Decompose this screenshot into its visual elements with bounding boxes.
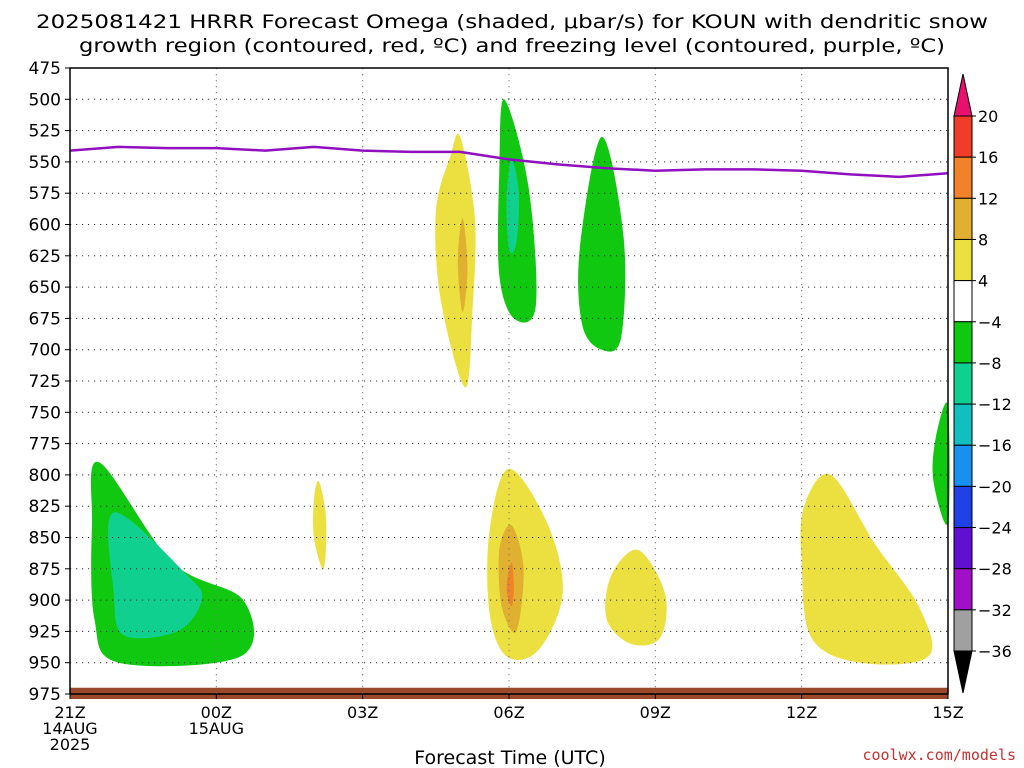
colorbar-box-6: [953, 362, 973, 405]
omega-region-10: [605, 549, 667, 646]
colorbar-box-0: [953, 115, 973, 158]
colorbar-label-2: 12: [978, 189, 998, 208]
x-tick-label-6-0: 03Z: [347, 703, 378, 722]
y-tick-label-725: 725: [29, 372, 61, 392]
omega-region-2: [293, 384, 363, 679]
y-tick-label-700: 700: [29, 341, 61, 361]
x-tick-label-12-0: 09Z: [640, 703, 671, 722]
y-tick-label-800: 800: [29, 466, 61, 486]
chart-title-line-1: 2025081421 HRRR Forecast Omega (shaded, …: [36, 11, 988, 33]
colorbar-box-12: [953, 609, 973, 652]
colorbar-box-1: [953, 156, 973, 199]
y-tick-label-850: 850: [29, 529, 61, 549]
y-tick-label-475: 475: [29, 59, 61, 79]
omega-region-6: [457, 218, 468, 313]
colorbar-box-5: [953, 321, 973, 364]
colorbar-box-8: [953, 444, 973, 487]
y-tick-label-650: 650: [29, 278, 61, 298]
x-tick-label-3-0: 00Z: [201, 703, 232, 722]
x-axis-title: Forecast Time (UTC): [414, 747, 605, 768]
omega-region-1: [108, 512, 203, 639]
omega-region-11: [800, 473, 933, 665]
colorbar-label-1: 16: [978, 148, 998, 167]
x-tick-label-0-2: 2025: [50, 735, 91, 754]
y-axis: 475 500 525 550 575 600 625 650 675 700 725 750 775 8…: [29, 59, 70, 705]
x-tick-label-3-1: 15AUG: [189, 719, 244, 738]
omega-region-15: [932, 402, 950, 525]
y-tick-label-625: 625: [29, 247, 61, 267]
colorbar: 20 16 12 8 4 −4 −8 −12 −16 −20 −24 −28 −32 −36: [953, 73, 1012, 694]
y-tick-label-600: 600: [29, 216, 61, 236]
x-tick-label-0-1: 14AUG: [42, 719, 97, 738]
colorbar-label-0: 20: [978, 107, 998, 126]
x-tick-label-15-0: 12Z: [786, 703, 817, 722]
omega-region-9: [506, 562, 514, 607]
colorbar-top-arrow: [953, 73, 973, 117]
x-tick-label-18-0: 15Z: [932, 703, 963, 722]
y-tick-label-575: 575: [29, 184, 61, 204]
omega-shading: [90, 92, 953, 686]
chart-title-line-2: growth region (contoured, red, ºC) and f…: [79, 35, 945, 57]
colorbar-label-11: −28: [978, 560, 1012, 579]
colorbar-label-4: 4: [978, 272, 988, 291]
omega-region-14: [578, 136, 626, 352]
y-tick-label-875: 875: [29, 560, 61, 580]
omega-region-3: [312, 480, 327, 570]
colorbar-box-9: [953, 485, 973, 529]
x-tick-label-0-0: 21Z: [54, 703, 85, 722]
y-tick-label-975: 975: [29, 685, 61, 705]
colorbar-box-7: [953, 403, 973, 446]
grid-lines: [70, 68, 948, 694]
colorbar-bottom-arrow: [953, 650, 973, 694]
y-tick-label-950: 950: [29, 654, 61, 674]
y-tick-label-675: 675: [29, 309, 61, 329]
colorbar-label-8: −16: [978, 436, 1012, 455]
y-tick-label-925: 925: [29, 622, 61, 642]
colorbar-label-5: −4: [978, 313, 1002, 332]
y-tick-label-825: 825: [29, 497, 61, 517]
colorbar-box-2: [953, 197, 973, 240]
freezing-level-layer: [69, 145, 949, 179]
colorbar-label-13: −36: [978, 642, 1012, 661]
colorbar-label-12: −32: [978, 601, 1012, 620]
y-tick-label-525: 525: [29, 122, 61, 142]
colorbar-box-4: [953, 280, 973, 323]
y-tick-label-775: 775: [29, 435, 61, 455]
colorbar-label-7: −12: [978, 395, 1012, 414]
omega-region-5: [435, 133, 476, 388]
y-tick-label-900: 900: [29, 591, 61, 611]
omega-region-13: [506, 159, 520, 254]
x-tick-label-9-0: 06Z: [493, 703, 524, 722]
colorbar-box-10: [953, 527, 973, 570]
y-tick-label-500: 500: [29, 90, 61, 110]
credit-text: coolwx.com/models: [862, 746, 1016, 764]
colorbar-box-3: [953, 238, 973, 282]
y-tick-label-750: 750: [29, 403, 61, 423]
y-tick-label-550: 550: [29, 153, 61, 173]
colorbar-box-11: [953, 568, 973, 611]
colorbar-label-10: −24: [978, 519, 1012, 538]
colorbar-label-9: −20: [978, 477, 1012, 496]
freezing-level-line: [69, 145, 949, 179]
colorbar-label-3: 8: [978, 230, 988, 249]
colorbar-label-6: −8: [978, 354, 1002, 373]
